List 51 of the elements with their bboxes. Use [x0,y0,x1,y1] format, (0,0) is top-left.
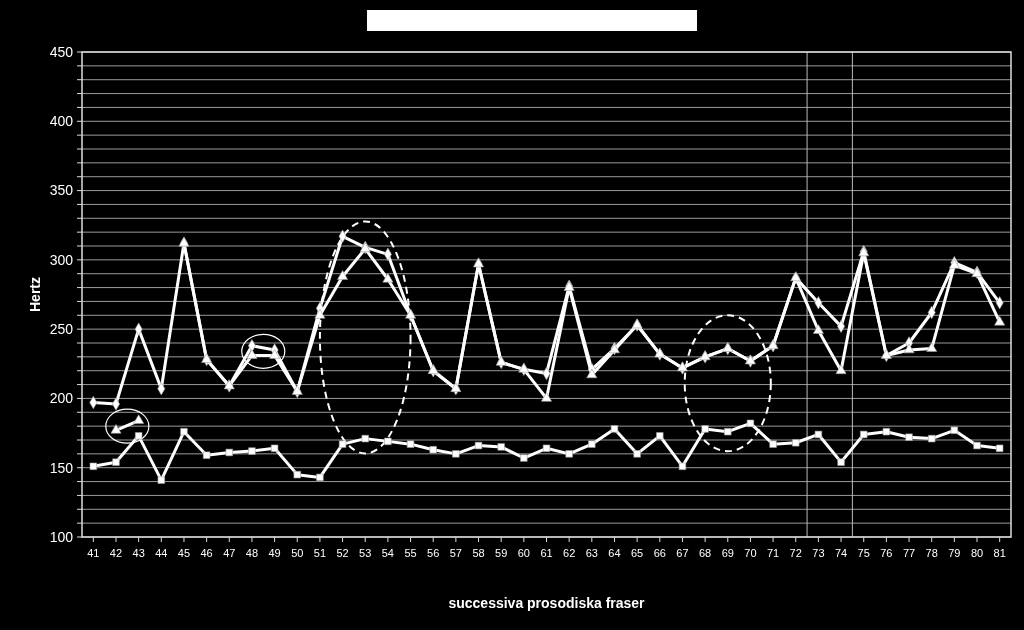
x-tick-label: 77 [902,547,916,559]
x-tick-label: 67 [676,547,689,559]
y-axis-title: Hertz [27,276,43,313]
x-tick-label: 46 [200,547,213,559]
x-tick-label: 65 [631,547,644,559]
x-tick-label: 78 [925,547,938,559]
y-tick-label: 450 [49,43,74,60]
x-tick-label: 62 [563,547,576,559]
x-tick-label: 56 [427,547,440,559]
x-tick-label: 48 [245,547,259,559]
x-axis-title: successiva prosodiska fraser [448,595,646,611]
x-tick-label: 57 [449,547,462,559]
y-tick-label: 350 [49,182,74,199]
x-tick-label: 55 [404,547,417,559]
x-tick-label: 66 [653,547,666,559]
y-tick-label: 400 [49,113,74,130]
x-tick-label: 72 [789,547,802,559]
x-tick-label: 80 [970,547,984,559]
x-tick-label: 70 [744,547,757,559]
x-tick-label: 47 [223,547,236,559]
x-tick-label: 61 [540,547,553,559]
x-tick-label: 51 [313,547,327,559]
x-tick-label: 79 [948,547,961,559]
x-tick-label: 43 [132,547,145,559]
x-tick-label: 49 [268,547,281,559]
x-tick-label: 52 [336,547,349,559]
x-tick-label: 73 [812,547,825,559]
x-tick-label: 76 [880,547,893,559]
x-tick-label: 74 [834,547,848,559]
x-tick-label: 60 [517,547,530,559]
x-tick-label: 71 [766,547,780,559]
x-tick-label: 59 [495,547,508,559]
x-tick-label: 68 [698,547,712,559]
y-tick-label: 250 [49,321,74,338]
x-tick-label: 63 [585,547,598,559]
x-tick-label: 45 [177,547,191,559]
y-tick-label: 100 [49,528,74,545]
y-tick-label: 200 [49,390,74,407]
x-tick-label: 44 [155,547,168,559]
x-tick-label: 42 [109,547,123,559]
x-tick-label: 41 [87,547,100,559]
y-tick-label: 300 [49,251,74,268]
x-tick-label: 81 [993,547,1006,559]
x-tick-label: 75 [857,547,870,559]
x-tick-label: 58 [472,547,485,559]
x-tick-label: 50 [291,547,304,559]
y-tick-label: 150 [49,459,74,476]
x-tick-label: 53 [359,547,372,559]
x-tick-label: 64 [608,547,621,559]
x-tick-label: 69 [721,547,734,559]
x-tick-label: 54 [381,547,395,559]
